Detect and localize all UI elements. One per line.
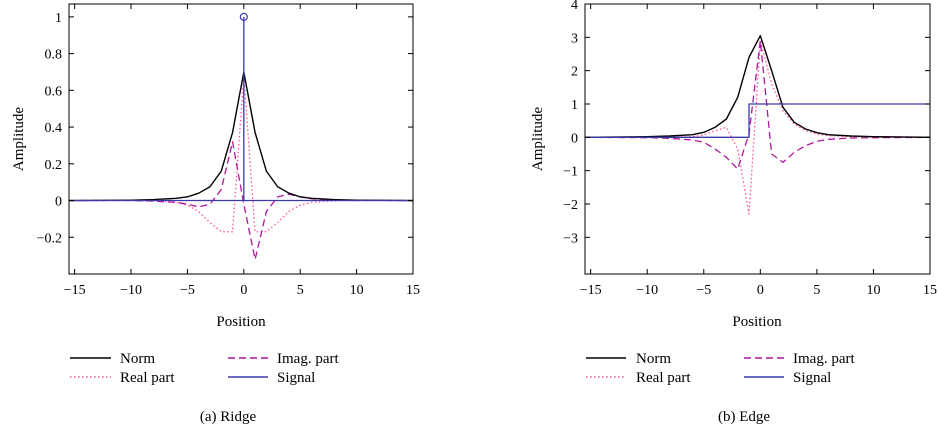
edge-norm-line (584, 34, 931, 139)
edge-y-tick-label: 0 (571, 131, 578, 146)
edge-x-tick-label: 5 (813, 283, 820, 298)
edge-y-tick-label: 3 (571, 31, 578, 46)
edge-x-axis-label: Position (732, 314, 782, 330)
edge-caption: (b) Edge (718, 409, 770, 425)
ridge-signal-marker (239, 12, 248, 21)
ridge-x-tick-label: −15 (64, 283, 86, 298)
ridge-norm-line (68, 71, 414, 202)
ridge-x-tick-label: 0 (240, 283, 247, 298)
edge-x-tick-label: 10 (866, 283, 880, 298)
ridge-panel: −15 −10 −5 0 5 10 15 −0.2 0 0.2 0.4 0.6 0.8 1 Positio… (11, 3, 420, 425)
edge-x-tick-label: 15 (923, 283, 937, 298)
edge-x-tick-label: 0 (757, 283, 764, 298)
ridge-y-tick-label: 0.4 (45, 121, 63, 136)
ridge-axis-ticks: −15 −10 −5 0 5 10 15 −0.2 0 0.2 0.4 0.6 0.8 1 (37, 4, 420, 298)
edge-signal-line (585, 103, 930, 138)
ridge-x-tick-label: 15 (406, 283, 420, 298)
edge-imag-line (584, 40, 931, 170)
edge-y-tick-label: −2 (563, 198, 578, 213)
edge-legend-signal-label: Signal (793, 370, 831, 386)
ridge-legend-norm-label: Norm (120, 351, 155, 367)
edge-legend: Norm Imag. part Real part Signal (586, 351, 855, 386)
ridge-caption: (a) Ridge (200, 409, 257, 425)
ridge-x-tick-label: −10 (120, 283, 142, 298)
edge-y-tick-label: −3 (563, 231, 578, 246)
edge-legend-real-label: Real part (636, 370, 691, 386)
ridge-plot-series (68, 12, 414, 260)
ridge-y-tick-label: 0.8 (45, 48, 63, 63)
ridge-y-tick-label: 0 (55, 195, 62, 210)
edge-legend-norm-label: Norm (636, 351, 671, 367)
edge-x-tick-label: −15 (580, 283, 602, 298)
edge-y-tick-label: 2 (571, 65, 578, 80)
edge-plot-frame (584, 3, 931, 275)
edge-legend-imag-label: Imag. part (793, 351, 855, 367)
edge-y-tick-label: 1 (571, 98, 578, 113)
ridge-x-tick-label: 5 (297, 283, 304, 298)
ridge-x-axis-label: Position (216, 314, 266, 330)
ridge-real-line (69, 74, 413, 233)
edge-x-tick-label: −10 (636, 283, 658, 298)
ridge-legend-imag-label: Imag. part (277, 351, 339, 367)
ridge-y-axis-label: Amplitude (11, 107, 27, 172)
ridge-y-tick-label: 0.6 (45, 84, 63, 99)
ridge-x-tick-label: 10 (350, 283, 364, 298)
ridge-y-tick-label: 1 (55, 11, 62, 26)
edge-y-tick-label: −1 (563, 165, 578, 180)
ridge-x-tick-label: −5 (180, 283, 195, 298)
ridge-y-tick-label: −0.2 (37, 231, 62, 246)
ridge-legend-signal-label: Signal (277, 370, 315, 386)
ridge-y-tick-label: 0.2 (45, 158, 63, 173)
edge-x-tick-label: −5 (696, 283, 711, 298)
ridge-legend-real-label: Real part (120, 370, 175, 386)
ridge-plot-frame (68, 3, 414, 275)
edge-y-axis-label: Amplitude (530, 107, 546, 172)
edge-plot-series (584, 34, 931, 215)
edge-y-tick-label: 4 (571, 0, 578, 13)
ridge-legend: Norm Imag. part Real part Signal (70, 351, 339, 386)
